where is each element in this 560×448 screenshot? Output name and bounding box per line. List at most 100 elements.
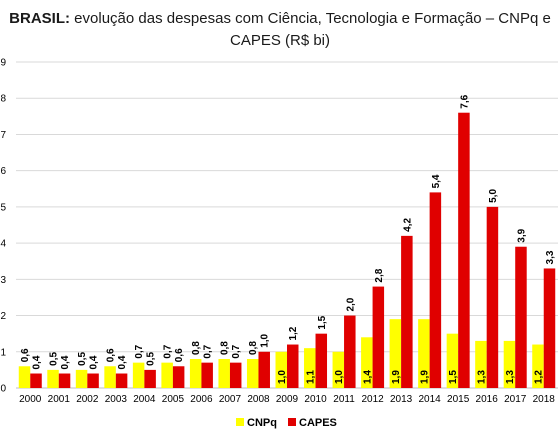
x-tick-label: 2012 [361, 394, 384, 405]
y-tick-label: 9 [0, 58, 6, 69]
x-tick-label: 2001 [48, 394, 71, 405]
data-label: 0,8 [220, 341, 231, 355]
y-tick-label: 1 [0, 347, 6, 358]
legend-swatch-cnpq [236, 418, 244, 426]
data-label: 4,2 [402, 218, 413, 232]
x-tick-label: 2014 [419, 394, 442, 405]
bar-cnpq [503, 340, 516, 388]
data-label: 1,3 [505, 370, 516, 384]
bar-capes [58, 373, 71, 388]
data-label: 0,7 [163, 344, 174, 358]
x-tick-label: 2004 [133, 394, 156, 405]
bar-capes [429, 192, 442, 388]
data-label: 0,4 [32, 355, 43, 369]
x-tick-label: 2000 [19, 394, 42, 405]
legend-label-cnpq: CNPq [247, 417, 277, 429]
bar-cnpq [189, 359, 202, 388]
y-tick-label: 6 [0, 166, 6, 177]
data-label: 0,5 [146, 352, 157, 366]
data-label: 1,0 [260, 333, 271, 347]
chart-title: BRASIL: evolução das despesas com Ciênci… [0, 8, 560, 52]
bar-cnpq [104, 366, 116, 388]
data-label: 0,7 [203, 344, 214, 358]
data-label: 0,8 [248, 341, 259, 355]
data-label: 1,0 [277, 370, 288, 384]
x-tick-label: 2010 [304, 394, 327, 405]
data-label: 0,4 [89, 355, 100, 369]
legend-swatch-capes [288, 418, 296, 426]
bar-capes [172, 366, 185, 388]
data-label: 1,9 [391, 370, 402, 384]
x-tick-label: 2006 [190, 394, 213, 405]
data-label: 0,6 [174, 348, 185, 362]
bar-capes [144, 369, 156, 388]
bar-cnpq [532, 344, 544, 388]
x-tick-label: 2016 [476, 394, 499, 405]
bar-cnpq [161, 362, 173, 388]
bar-capes [344, 315, 356, 388]
bar-capes [87, 373, 99, 388]
chart-title-rest: evolução das despesas com Ciência, Tecno… [74, 10, 551, 49]
x-tick-label: 2008 [247, 394, 270, 405]
data-label: 1,0 [334, 370, 345, 384]
bar-cnpq [304, 348, 316, 388]
data-label: 2,0 [345, 297, 356, 311]
bar-capes [372, 286, 385, 388]
bar-cnpq [275, 351, 287, 388]
data-label: 0,7 [134, 344, 145, 358]
x-tick-label: 2018 [533, 394, 556, 405]
data-label: 7,6 [459, 94, 470, 108]
data-label: 1,5 [448, 370, 459, 384]
bar-cnpq [475, 340, 487, 388]
y-tick-label: 4 [0, 239, 6, 250]
data-label: 0,4 [60, 355, 71, 369]
x-tick-label: 2005 [162, 394, 185, 405]
data-label: 1,1 [305, 370, 316, 384]
bar-cnpq [361, 337, 373, 388]
bar-cnpq [218, 359, 230, 388]
data-label: 0,4 [117, 355, 128, 369]
x-tick-label: 2002 [76, 394, 99, 405]
data-label: 1,9 [419, 370, 430, 384]
y-tick-label: 0 [0, 384, 6, 395]
bar-cnpq [418, 319, 430, 388]
chart-title-bold: BRASIL: [9, 10, 70, 27]
data-label: 3,3 [545, 250, 556, 264]
y-tick-label: 3 [0, 275, 6, 286]
data-label: 1,5 [317, 315, 328, 329]
x-tick-label: 2013 [390, 394, 413, 405]
data-label: 5,4 [431, 174, 442, 188]
x-tick-label: 2017 [504, 394, 527, 405]
data-label: 5,0 [488, 189, 499, 203]
bar-cnpq [18, 366, 31, 388]
data-label: 0,5 [49, 352, 60, 366]
bar-capes [115, 373, 128, 388]
y-tick-label: 8 [0, 94, 6, 105]
legend-label-capes: CAPES [299, 417, 337, 429]
data-label: 1,2 [533, 370, 544, 384]
data-label: 2,8 [374, 268, 385, 282]
bar-capes [458, 112, 470, 388]
x-tick-label: 2009 [276, 394, 299, 405]
bar-cnpq [246, 359, 259, 388]
data-label: 1,3 [476, 370, 487, 384]
bar-capes [30, 373, 42, 388]
bar-cnpq [47, 369, 59, 388]
data-label: 0,7 [231, 344, 242, 358]
data-label: 0,6 [20, 348, 31, 362]
x-tick-label: 2007 [219, 394, 242, 405]
y-tick-label: 5 [0, 202, 6, 213]
bar-capes [543, 268, 556, 388]
x-tick-label: 2015 [447, 394, 470, 405]
bar-cnpq [132, 362, 145, 388]
data-label: 3,9 [516, 228, 527, 242]
y-tick-label: 7 [0, 130, 6, 141]
bar-capes [201, 362, 213, 388]
bar-cnpq [389, 319, 402, 388]
data-label: 1,2 [288, 326, 299, 340]
bar-cnpq [332, 351, 345, 388]
data-label: 0,5 [77, 352, 88, 366]
bar-cnpq [75, 369, 88, 388]
bar-capes [229, 362, 242, 388]
